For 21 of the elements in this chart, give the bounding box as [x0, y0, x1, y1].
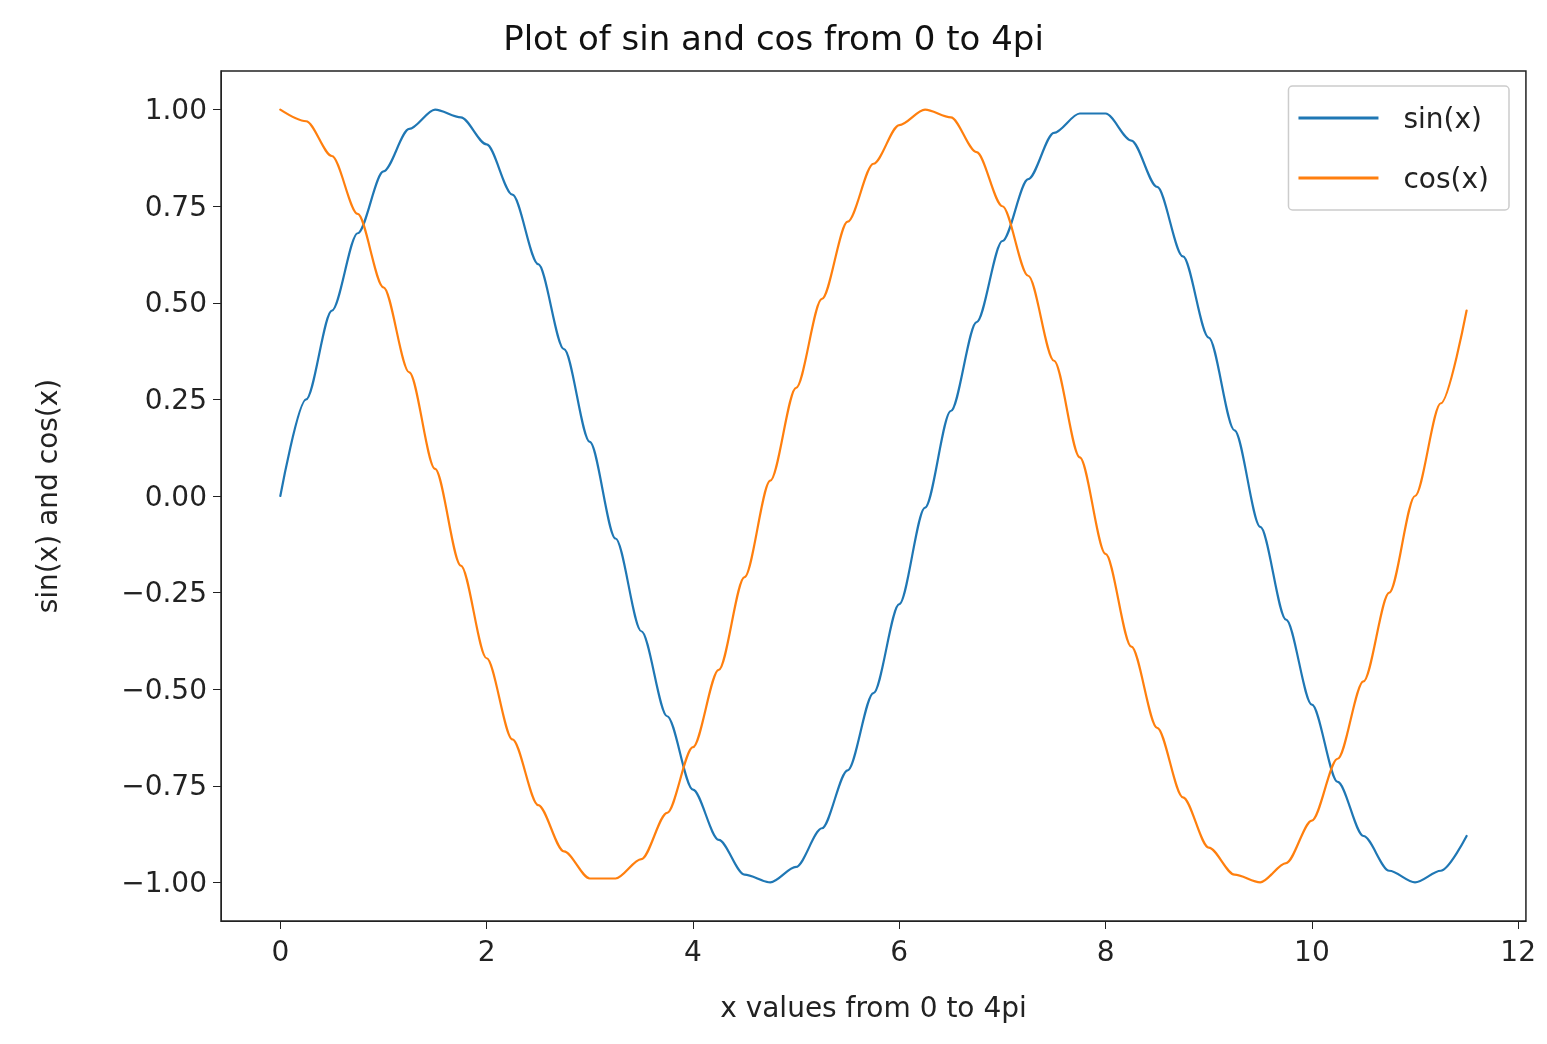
- y-tick-label: −0.25: [121, 576, 207, 610]
- y-tick-label: 0.25: [144, 382, 207, 416]
- y-tick-label: 0.00: [144, 479, 207, 513]
- legend-label: cos(x): [1403, 161, 1489, 195]
- x-tick-label: 2: [477, 934, 496, 968]
- y-tick-label: −0.50: [121, 672, 207, 706]
- x-tick-label: 12: [1500, 934, 1537, 968]
- y-tick-label: −1.00: [121, 865, 207, 899]
- y-tick-label: 0.75: [144, 189, 207, 223]
- y-tick-label: 1.00: [144, 93, 207, 127]
- y-tick-label: 0.50: [144, 286, 207, 320]
- legend-label: sin(x): [1403, 101, 1482, 135]
- x-tick-label: 4: [684, 934, 702, 968]
- y-tick-label: −0.75: [121, 769, 207, 803]
- x-tick-label: 6: [890, 934, 909, 968]
- x-axis-title: x values from 0 to 4pi: [720, 990, 1027, 1024]
- chart-title: Plot of sin and cos from 0 to 4pi: [503, 18, 1044, 58]
- y-axis-title: sin(x) and cos(x): [30, 378, 64, 614]
- x-tick-label: 8: [1096, 934, 1115, 968]
- x-tick-label: 10: [1294, 934, 1330, 968]
- x-tick-label: 0: [271, 934, 290, 968]
